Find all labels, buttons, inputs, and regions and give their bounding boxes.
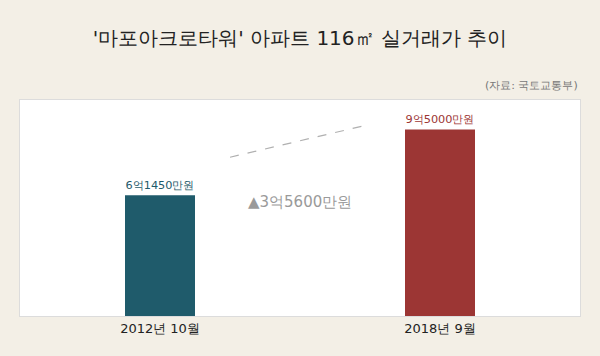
svg-text:2012년 10월: 2012년 10월 <box>120 321 200 336</box>
svg-text:'마포아크로타워' 아파트 116㎡ 실거래가 추이: '마포아크로타워' 아파트 116㎡ 실거래가 추이 <box>93 26 508 50</box>
svg-text:6억1450만원: 6억1450만원 <box>126 178 195 192</box>
svg-text:▲3억5600만원: ▲3억5600만원 <box>248 193 352 211</box>
svg-text:9억5000만원: 9억5000만원 <box>406 112 475 126</box>
svg-text:(자료: 국토교통부): (자료: 국토교통부) <box>485 79 578 92</box>
svg-text:2018년 9월: 2018년 9월 <box>404 321 476 336</box>
